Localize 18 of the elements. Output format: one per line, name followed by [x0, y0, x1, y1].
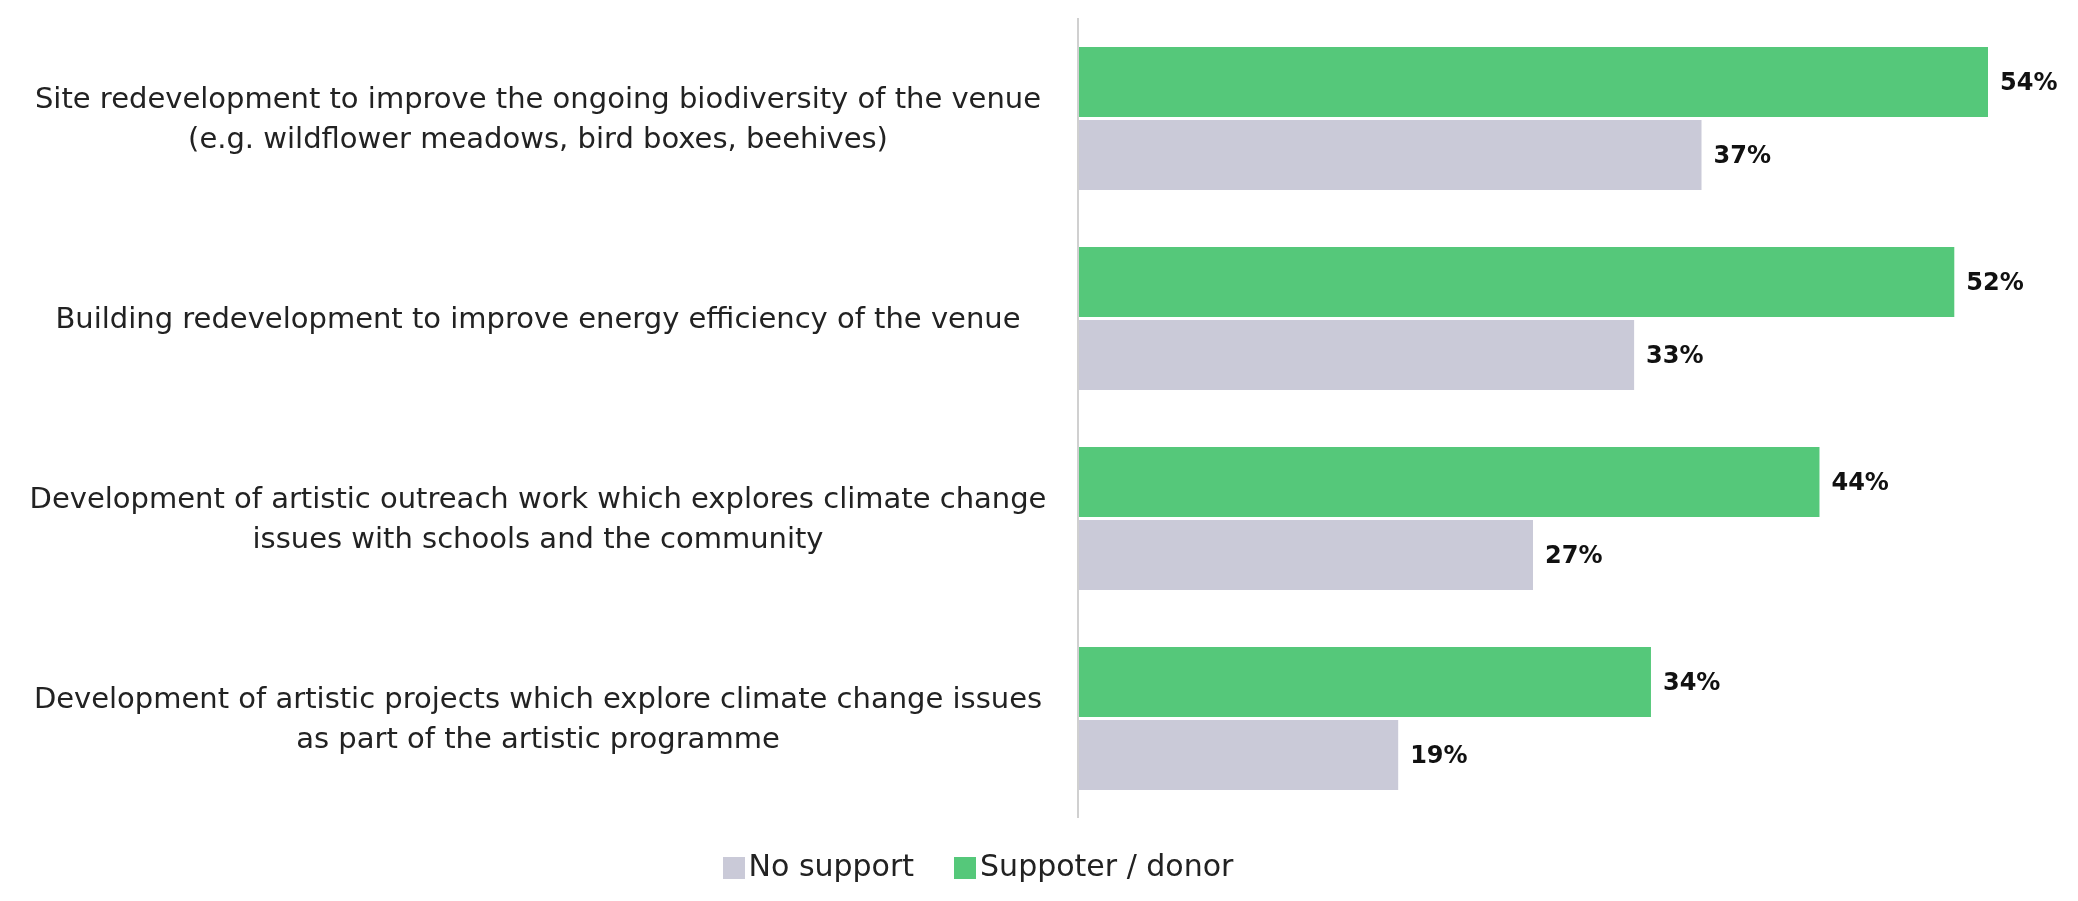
data-label: 33% [1646, 341, 1704, 369]
data-label: 27% [1545, 541, 1603, 569]
bar [1078, 47, 1988, 117]
data-label: 52% [1966, 268, 2024, 296]
data-label: 54% [2000, 68, 2058, 96]
bar [1078, 647, 1651, 717]
y-tick-label: Site redevelopment to improve the ongoing biodiversity of the venue (e.g. wildflower meadows, bird boxes, beehives) [33, 80, 1043, 157]
y-tick-label: Building redevelopment to improve energy efficiency of the venue [54, 300, 1022, 337]
y-tick-label: Development of artistic outreach work which explores climate change issues with schools and the community [28, 480, 1048, 557]
legend-label: No support [748, 848, 915, 883]
data-label: 37% [1713, 141, 1771, 169]
y-tick-label: Development of artistic projects which explore climate change issues as part of the artistic programme [32, 680, 1044, 757]
data-label: 44% [1831, 468, 1889, 496]
data-label: 34% [1662, 668, 1721, 696]
legend-label: Suppoter / donor [980, 848, 1234, 883]
data-label: 19% [1410, 741, 1468, 769]
bar [1078, 247, 1955, 317]
bar [1078, 447, 1820, 517]
